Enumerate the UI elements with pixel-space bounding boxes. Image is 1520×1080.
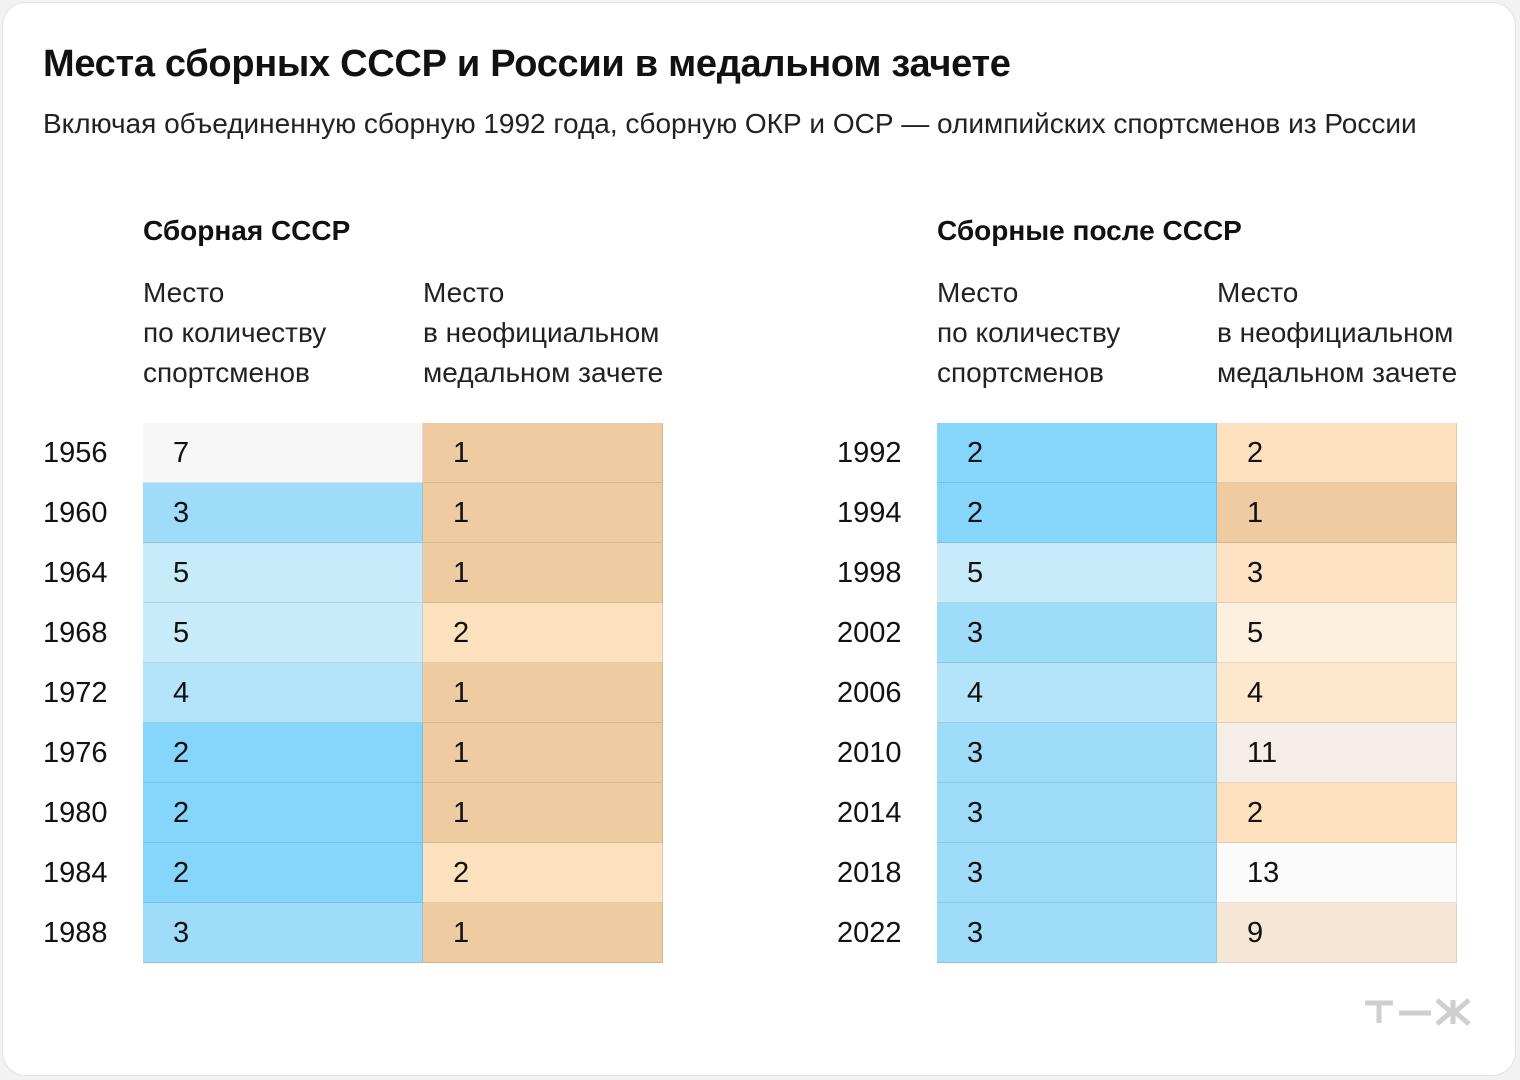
col-header-medals-post-ussr: Место в неофициальном медальном зачете <box>1217 277 1458 388</box>
year-label: 1956 <box>43 437 108 469</box>
athletes-rank-cell: 3 <box>937 723 1217 783</box>
medal-rank-cell: 1 <box>423 783 663 843</box>
year-label: 2010 <box>837 737 902 769</box>
athletes-rank-cell: 2 <box>937 423 1217 483</box>
medal-rank-cell: 1 <box>423 723 663 783</box>
col-header-athletes-post-ussr: Место по количеству спортсменов <box>937 277 1121 388</box>
year-label: 1992 <box>837 437 902 469</box>
athletes-rank-cell: 2 <box>937 483 1217 543</box>
medal-rank-cell: 2 <box>423 843 663 903</box>
athletes-rank-cell: 7 <box>143 423 423 483</box>
athletes-rank-cell: 3 <box>143 903 423 963</box>
group-title-ussr: Сборная СССР <box>143 215 351 246</box>
chart-title: Места сборных СССР и России в медальном … <box>43 43 1011 85</box>
year-label: 2014 <box>837 797 902 829</box>
medal-rank-cell: 9 <box>1217 903 1457 963</box>
year-label: 1964 <box>43 557 108 589</box>
medal-rank-cell: 1 <box>1217 483 1457 543</box>
athletes-rank-cell: 2 <box>143 843 423 903</box>
athletes-rank-cell: 3 <box>143 483 423 543</box>
medal-rank-cell: 13 <box>1217 843 1457 903</box>
medal-rank-cell: 2 <box>423 603 663 663</box>
athletes-rank-cell: 3 <box>937 843 1217 903</box>
col-header-athletes-ussr: Место по количеству спортсменов <box>143 277 327 388</box>
athletes-rank-cell: 3 <box>937 603 1217 663</box>
group-title-post-ussr: Сборные после СССР <box>937 215 1242 246</box>
medal-rank-cell: 1 <box>423 543 663 603</box>
athletes-rank-cell: 3 <box>937 783 1217 843</box>
medal-rank-cell: 3 <box>1217 543 1457 603</box>
medal-rank-cell: 1 <box>423 483 663 543</box>
year-label: 1994 <box>837 497 902 529</box>
athletes-rank-cell: 5 <box>143 603 423 663</box>
athletes-rank-cell: 4 <box>937 663 1217 723</box>
col-header-medals-ussr: Место в неофициальном медальном зачете <box>423 277 664 388</box>
medal-rank-cell: 2 <box>1217 423 1457 483</box>
year-label: 1984 <box>43 857 108 889</box>
medal-rank-cell: 2 <box>1217 783 1457 843</box>
year-label: 1988 <box>43 917 108 949</box>
medal-rank-cell: 5 <box>1217 603 1457 663</box>
year-label: 1972 <box>43 677 108 709</box>
medal-rank-cell: 1 <box>423 663 663 723</box>
athletes-rank-cell: 4 <box>143 663 423 723</box>
year-label: 1968 <box>43 617 108 649</box>
medal-rank-cell: 1 <box>423 903 663 963</box>
athletes-rank-cell: 5 <box>937 543 1217 603</box>
medal-rank-cell: 11 <box>1217 723 1457 783</box>
year-label: 1960 <box>43 497 108 529</box>
year-label: 2022 <box>837 917 902 949</box>
year-label: 1998 <box>837 557 902 589</box>
tzh-logo <box>1363 997 1475 1032</box>
chart-subtitle: Включая объединенную сборную 1992 года, … <box>43 108 1417 139</box>
year-label: 1980 <box>43 797 108 829</box>
athletes-rank-cell: 5 <box>143 543 423 603</box>
tzh-logo-icon <box>1365 998 1471 1026</box>
year-label: 1976 <box>43 737 108 769</box>
medal-rank-cell: 4 <box>1217 663 1457 723</box>
year-label: 2018 <box>837 857 902 889</box>
athletes-rank-cell: 3 <box>937 903 1217 963</box>
athletes-rank-cell: 2 <box>143 783 423 843</box>
year-label: 2006 <box>837 677 902 709</box>
medal-rank-cell: 1 <box>423 423 663 483</box>
year-label: 2002 <box>837 617 902 649</box>
athletes-rank-cell: 2 <box>143 723 423 783</box>
